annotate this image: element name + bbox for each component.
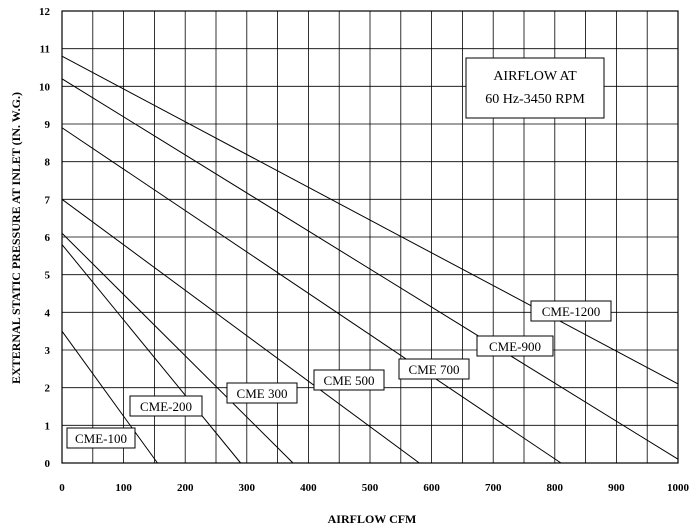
y-tick-label: 6 [45,232,51,244]
series-line [61,78,679,460]
series-label-box [226,382,298,404]
x-axis-title: AIRFLOW CFM [328,512,417,526]
y-tick-label: 1 [45,420,51,432]
x-tick-label: 500 [362,482,379,494]
x-tick-label: 700 [485,482,502,494]
y-tick-label: 0 [45,458,51,470]
series-labels: CME-100 CME-200 CME 300 CME 500 CME 700 CME-9… [66,300,612,449]
series-label-box [313,369,385,391]
x-tick-label: 900 [608,482,625,494]
y-tick-label: 9 [45,119,51,131]
series-label: CME-1200 [542,304,601,319]
grid [61,10,679,464]
series-label-box [398,358,470,380]
series-label: CME 500 [324,373,375,388]
series-line [61,232,294,464]
series-line [61,127,562,464]
x-tick-label: 400 [300,482,317,494]
x-tick-label: 300 [239,482,256,494]
y-tick-label: 7 [45,194,51,206]
y-tick-label: 3 [45,345,51,357]
series-label-box [66,427,136,449]
series-label: CME 300 [237,386,288,401]
plot-frame [61,10,679,464]
x-tick-label: 1000 [667,482,690,494]
annotation-line-1: AIRFLOW AT [493,69,577,84]
series-label: CME-100 [75,431,127,446]
series-label-box [129,395,203,417]
x-tick-label: 800 [547,482,564,494]
x-tick-label: 600 [423,482,440,494]
series-line [61,330,158,464]
y-axis-title: EXTERNAL STATIC PRESSURE AT INLET (IN. W… [9,92,23,384]
series-label-box [530,300,612,322]
series-label: CME 700 [409,362,460,377]
series-label-box [476,335,554,357]
series-lines [61,55,679,464]
y-tick-label: 2 [45,383,51,395]
series-label: CME-200 [140,399,192,414]
y-tick-label: 11 [40,44,50,56]
x-tick-label: 200 [177,482,194,494]
x-tick-label: 100 [115,482,132,494]
x-tick-label: 0 [59,482,65,494]
annotation-line-2: 60 Hz-3450 RPM [485,92,585,107]
y-tick-label: 10 [39,81,51,93]
y-tick-label: 8 [45,157,51,169]
series-label: CME-900 [489,339,541,354]
series-line [61,55,679,385]
annotation-box: AIRFLOW AT 60 Hz-3450 RPM [465,57,605,119]
series-line [61,244,242,464]
y-tick-label: 5 [45,270,51,282]
y-tick-label: 4 [45,307,51,319]
y-tick-label: 12 [39,6,51,18]
x-tick-labels: 0 100 200 300 400 500 600 700 800 900 1000 [59,482,689,494]
series-line [61,198,420,464]
